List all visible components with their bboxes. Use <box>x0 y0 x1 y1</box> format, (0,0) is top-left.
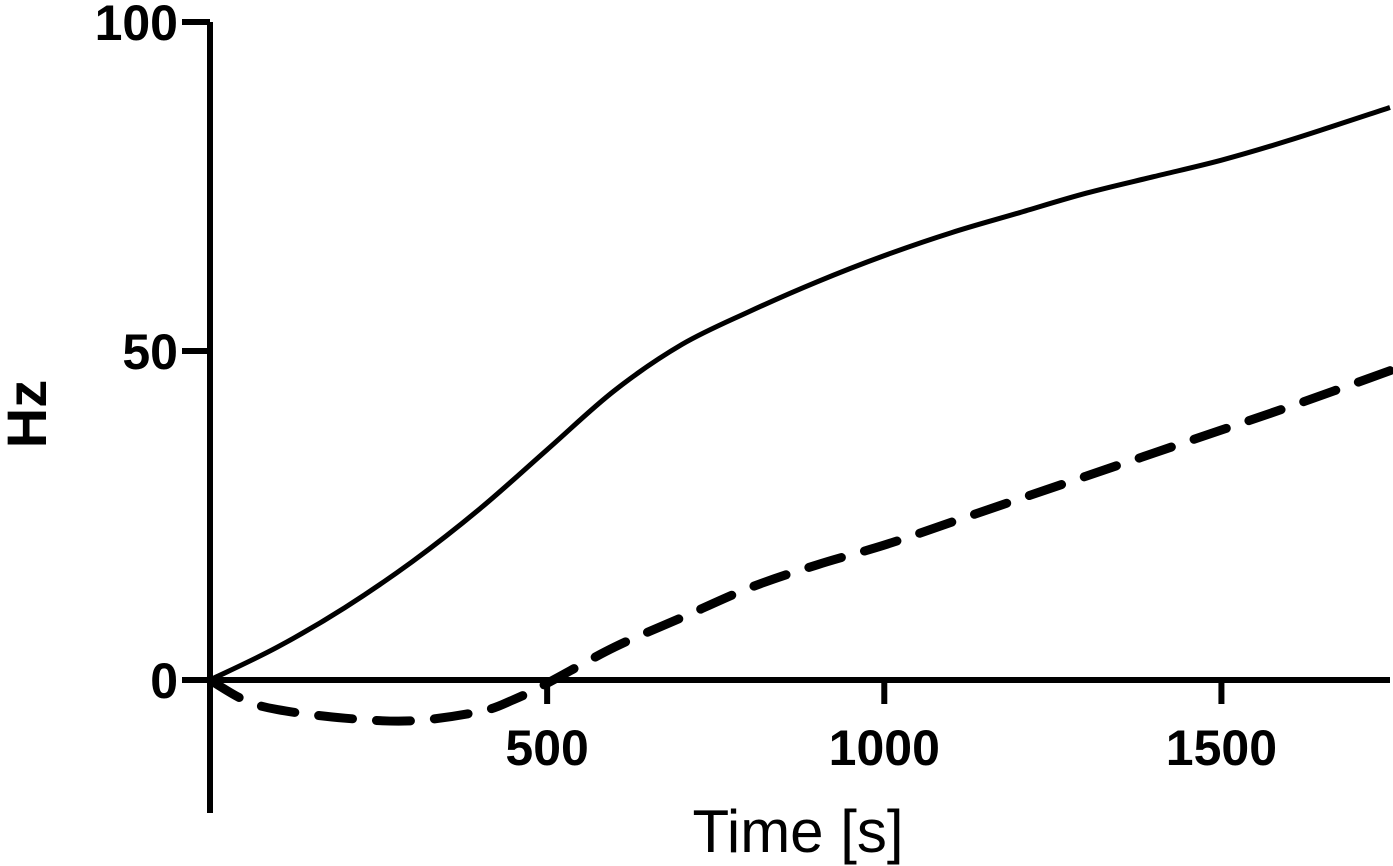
x-axis-title: Time [s] <box>692 798 903 865</box>
series-line-dashed <box>205 366 1393 726</box>
x-tick-label: 1000 <box>829 720 940 776</box>
y-ticks: 0 50 100 <box>95 0 210 709</box>
series-layer <box>205 105 1393 726</box>
series-line-solid <box>208 105 1391 683</box>
y-tick-label: 0 <box>150 653 178 709</box>
y-tick-label: 100 <box>95 0 178 51</box>
x-tick-label: 1500 <box>1166 720 1277 776</box>
x-ticks: 500 1000 1500 <box>505 680 1277 776</box>
x-tick-label: 500 <box>505 720 588 776</box>
y-axis-title: Hz <box>0 380 58 448</box>
y-tick-label: 50 <box>122 324 178 380</box>
